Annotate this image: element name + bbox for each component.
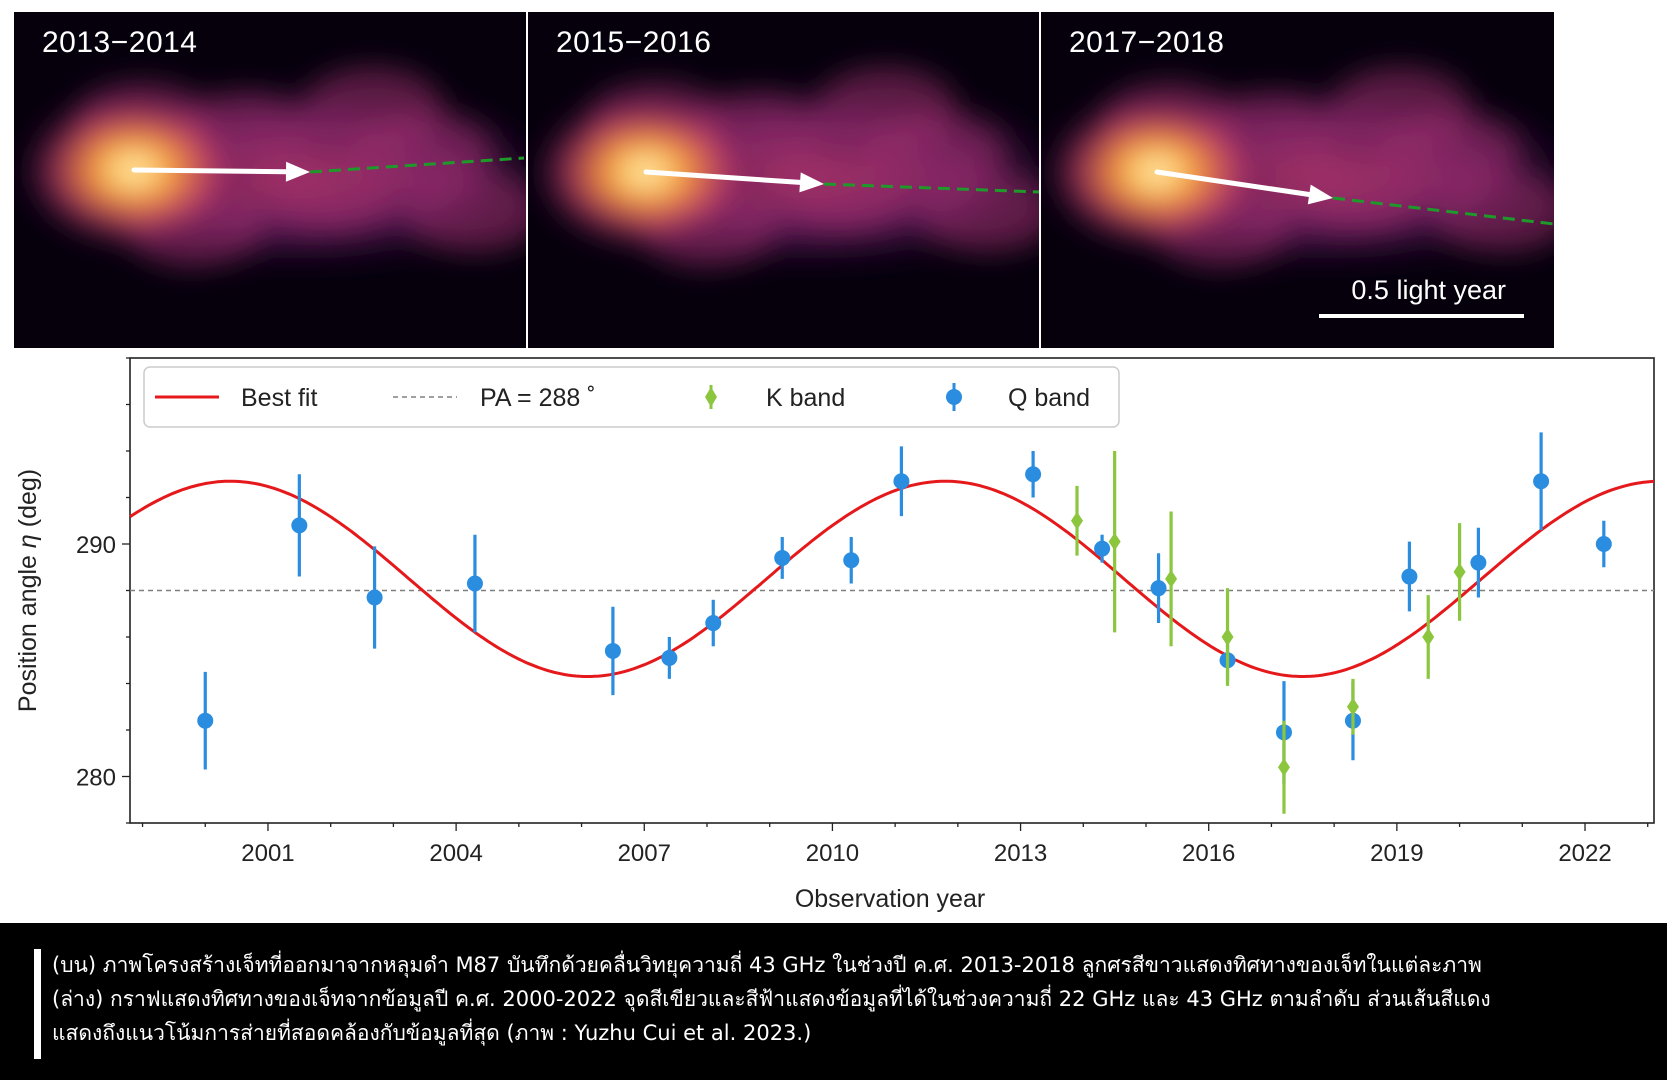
q-band-marker [1094,540,1111,557]
panel-label: 2013−2014 [42,26,198,59]
q-band-marker [1533,473,1550,490]
x-tick-label: 2013 [994,840,1047,867]
panel-label: 2017−2018 [1069,26,1225,59]
x-axis-label: Observation year [795,885,985,913]
k-band-marker [1453,562,1466,581]
k-band-marker [1277,758,1290,777]
q-band-point [1533,432,1550,531]
q-band-point [893,446,910,517]
q-band-marker [604,642,621,659]
k-band-point [1071,485,1084,556]
q-band-marker [661,649,678,666]
legend-q-band-swatch [946,383,962,411]
q-band-marker [366,589,383,606]
k-band-point [1422,595,1435,679]
q-band-point [705,599,722,647]
q-band-marker [1150,580,1167,597]
q-band-point [466,534,483,633]
k-band-marker [1108,532,1121,551]
q-band-marker [197,712,214,729]
jet-image-panel: 2017−2018 0.5 light year [1041,12,1554,348]
x-tick-label: 2010 [806,840,859,867]
q-band-point [291,474,308,577]
q-band-point [197,671,214,770]
q-band-marker [291,517,308,534]
panel-label: 2015−2016 [556,26,712,59]
k-band-marker [1071,511,1084,530]
chart-svg: 280 290 2001 2004 2007 2010 2013 2016 2019 2022 P… [14,357,1655,913]
legend-k-band-swatch [705,385,717,409]
legend-best-fit-label: Best fit [241,384,317,412]
q-band-point [604,606,621,696]
jet-image [14,67,526,272]
position-angle-chart: 280 290 2001 2004 2007 2010 2013 2016 2019 2022 P… [0,348,1667,923]
k-band-point [1108,451,1121,633]
x-tick-label: 2016 [1182,840,1235,867]
q-band-marker [843,552,860,569]
q-band-marker [893,473,910,490]
q-band-marker [1470,554,1487,571]
jet-image-panels: 2013−2014 2015−2016 2017−2018 0.5 light … [14,12,1654,348]
y-tick-label: 280 [76,765,116,792]
jet-image [1041,67,1554,272]
jet-image [528,67,1039,272]
scalebar-label: 0.5 light year [1351,275,1506,305]
q-band-marker [705,615,722,632]
scalebar [1319,314,1524,318]
jet-image-panel: 2015−2016 [528,12,1039,348]
q-band-marker [1401,568,1418,585]
q-band-marker [1595,536,1612,552]
k-band-point [1221,588,1234,686]
k-band-marker [1221,628,1234,646]
q-band-point [843,537,860,584]
k-band-marker [1422,628,1435,646]
y-tick-label: 290 [76,532,116,559]
best-fit-curve [129,479,1655,678]
q-band-point [1150,553,1167,624]
q-band-point [1470,527,1487,598]
k-band-point [1165,511,1178,647]
x-tick-label: 2022 [1558,840,1611,867]
legend: Best fit PA = 288 ˚ K band Q band [143,366,1120,428]
x-tick-label: 2004 [429,840,482,867]
legend-q-band-label: Q band [1008,384,1090,412]
q-band-marker [466,575,483,592]
q-band-point [1401,541,1418,612]
x-tick-label: 2007 [618,840,671,867]
jet-image-panel: 2013−2014 [14,12,526,348]
k-band-point [1277,720,1290,814]
q-band-point [661,637,678,679]
q-band-point [1094,534,1111,563]
x-tick-label: 2019 [1370,840,1423,867]
caption-accent-bar [34,949,41,1059]
q-band-point [1025,451,1042,498]
q-band-marker [774,549,791,566]
caption-line-2: (ล่าง) กราฟแสดงทิศทางของเจ็ทจากข้อมูลปี … [52,987,1491,1011]
k-band-point [1453,523,1466,621]
legend-pa-label: PA = 288 ˚ [480,384,596,412]
q-band-marker [1025,466,1042,483]
k-band-point [1346,678,1359,735]
legend-k-band-label: K band [766,384,845,412]
k-band-marker [1346,697,1359,716]
q-band-point [366,546,383,649]
y-axis-label: Position angle η (deg) [14,469,42,712]
q-band-point [774,537,791,579]
x-tick-label: 2001 [241,840,294,867]
q-band-point [1595,520,1612,568]
caption-line-1: (บน) ภาพโครงสร้างเจ็ทที่ออกมาจากหลุมดำ M… [52,953,1482,977]
k-band-marker [1165,569,1178,588]
figure-caption: (บน) ภาพโครงสร้างเจ็ทที่ออกมาจากหลุมดำ M… [0,923,1667,1080]
caption-line-3: แสดงถึงแนวโน้มการส่ายที่สอดคล้องกับข้อมู… [52,1021,812,1045]
